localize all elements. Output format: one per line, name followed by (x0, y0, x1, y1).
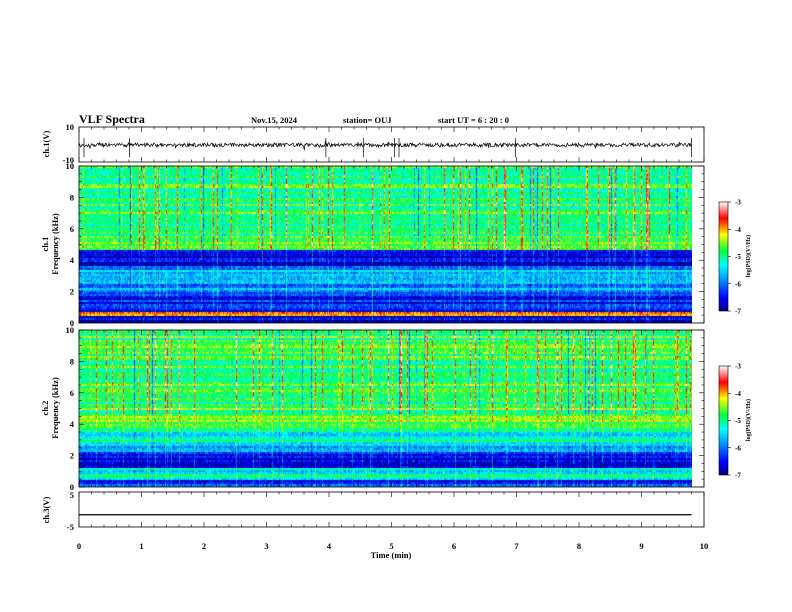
colorbar-tick-label: -4 (735, 226, 741, 234)
ch1-frequency-tick-labels: 0 2 4 6 8 10 (66, 161, 75, 328)
frequency-tick-label: 8 (70, 356, 74, 366)
station-label: station= OUJ (343, 115, 392, 125)
colorbar-tick-label: -5 (735, 417, 741, 425)
start-ut-label: start UT = 6 : 20 : 0 (438, 115, 509, 125)
frequency-tick-label: 10 (66, 161, 75, 171)
ch1-spectrogram-ticks (78, 165, 705, 324)
time-tick-label: 7 (514, 541, 519, 551)
colorbar-tick-label: -6 (735, 280, 741, 288)
time-tick-label: 10 (700, 541, 709, 551)
ch1-channel-label: ch.1 (40, 237, 50, 252)
time-tick-label: 2 (202, 541, 206, 551)
ch1-spectrogram-panel: 0 2 4 6 8 10 ch.1 Frequency (kHz) (40, 161, 705, 328)
frequency-tick-label: 4 (70, 419, 75, 429)
ch2-spectrogram-image (79, 330, 692, 487)
ch1-colorbar-label: log(PSD)(V²/Hz) (745, 235, 752, 277)
ch2-colorbar-ticks: -3 -4 -5 -6 -7 (728, 363, 741, 480)
colorbar-tick-label: -4 (735, 390, 741, 398)
ch3-voltage-ylabel: ch.3(V) (41, 496, 51, 523)
frequency-tick-label: 6 (70, 388, 74, 398)
ch2-frequency-ylabel: Frequency (kHz) (50, 377, 60, 439)
colorbar-tick-label: -5 (735, 253, 741, 261)
ch3-waveform-ticks (78, 492, 705, 527)
colorbar-tick-label: -6 (735, 444, 741, 452)
ch2-spectrogram-panel: 0 2 4 6 8 10 ch.2 Frequency (kHz) (40, 325, 705, 492)
ch3-ytick-bottom: -5 (67, 522, 74, 532)
frequency-tick-label: 0 (70, 318, 74, 328)
ch1-colorbar: -3 -4 -5 -6 -7 log(PSD)(V²/Hz) (718, 199, 752, 316)
frequency-tick-label: 2 (70, 451, 74, 461)
frequency-tick-label: 10 (66, 325, 75, 335)
time-tick-label: 0 (77, 541, 81, 551)
figure-title: VLF Spectra (79, 112, 145, 126)
ch3-waveform-panel: 5 -5 ch.3(V) 0 1 2 3 4 5 6 7 8 9 10 Time (min) (41, 490, 708, 560)
colorbar-tick-label: -3 (735, 363, 741, 371)
frequency-tick-label: 4 (70, 255, 75, 265)
ch1-waveform-panel: 10 -10 ch.1(V) (41, 122, 705, 165)
time-axis-tick-labels: 0 1 2 3 4 5 6 7 8 9 10 (77, 541, 708, 551)
frequency-tick-label: 6 (70, 224, 74, 234)
ch2-spectrogram-raster (79, 330, 692, 487)
frequency-tick-label: 0 (70, 482, 74, 492)
ch1-waveform-ticks (78, 127, 705, 162)
ch2-colorbar-label: log(PSD)(V²/Hz) (745, 399, 752, 441)
ch3-ytick-top: 5 (70, 490, 74, 500)
frequency-tick-label: 8 (70, 192, 74, 202)
ch1-ytick-bottom: -10 (63, 155, 74, 165)
colorbar-tick-label: -7 (735, 308, 741, 316)
time-tick-label: 5 (389, 541, 393, 551)
ch1-voltage-ylabel: ch.1(V) (41, 130, 51, 157)
colorbar-tick-label: -3 (735, 199, 741, 207)
time-axis-xlabel: Time (min) (371, 550, 412, 560)
date-label: Nov.15, 2024 (251, 115, 298, 125)
ch1-waveform-trace (78, 138, 692, 158)
ch1-ytick-top: 10 (66, 122, 75, 132)
time-tick-label: 8 (577, 541, 581, 551)
time-tick-label: 1 (139, 541, 143, 551)
ch1-spectrogram-raster (79, 166, 692, 323)
ch1-spectrogram-image (79, 166, 692, 323)
ch3-waveform-frame (78, 491, 705, 528)
ch2-colorbar-gradient (718, 365, 729, 476)
ch2-channel-label: ch.2 (40, 401, 50, 416)
time-tick-label: 4 (327, 541, 332, 551)
ch2-colorbar: -3 -4 -5 -6 -7 log(PSD)(V²/Hz) (718, 363, 752, 480)
time-tick-label: 3 (264, 541, 268, 551)
time-tick-label: 9 (639, 541, 643, 551)
ch2-spectrogram-ticks (78, 329, 705, 488)
colorbar-tick-label: -7 (735, 472, 741, 480)
ch1-frequency-ylabel: Frequency (kHz) (50, 213, 60, 275)
frequency-tick-label: 2 (70, 287, 74, 297)
ch2-frequency-tick-labels: 0 2 4 6 8 10 (66, 325, 75, 492)
ch1-colorbar-ticks: -3 -4 -5 -6 -7 (728, 199, 741, 316)
ch1-colorbar-gradient (718, 201, 729, 312)
time-tick-label: 6 (452, 541, 456, 551)
ch1-waveform-line (78, 138, 692, 158)
